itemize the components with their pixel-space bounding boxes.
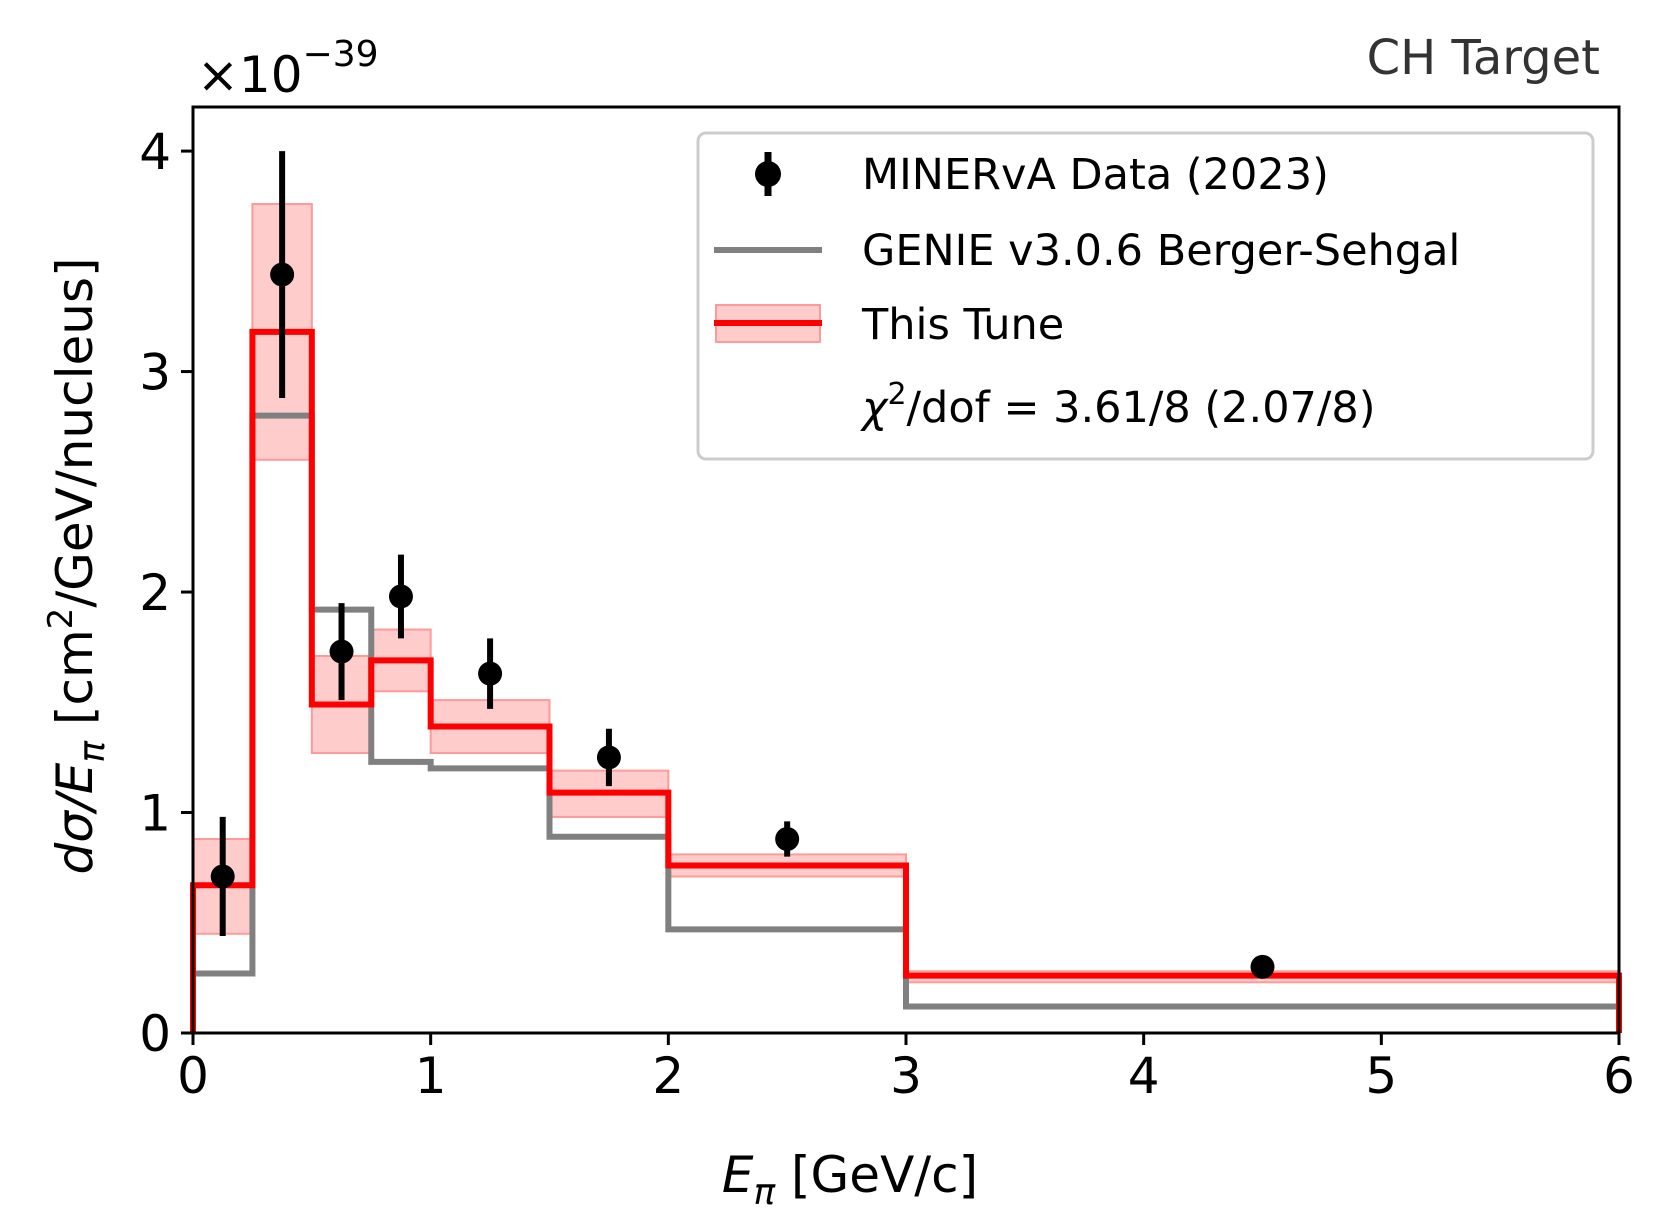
tune-step-line (190, 328, 1622, 1033)
legend-label-tune: This Tune (861, 300, 1064, 350)
y-tick-label-1: 1 (139, 785, 171, 843)
y-tick-label-0: 0 (139, 1005, 171, 1063)
legend-chi2-text: χ2/dof = 3.61/8 (2.07/8) (860, 377, 1376, 433)
y-label-unit-a: [cm (46, 629, 104, 741)
data-point-4 (478, 661, 503, 686)
x-tick-label-1: 1 (415, 1047, 447, 1105)
data-point-2 (329, 639, 354, 664)
x-tick-label-4: 4 (1128, 1047, 1160, 1105)
legend: MINERvA Data (2023) GENIE v3.0.6 Berger-… (696, 131, 1595, 461)
legend-data-marker (755, 161, 781, 187)
y-axis-multiplier: ×10−39 (197, 34, 379, 104)
x-tick-label-0: 0 (177, 1047, 209, 1105)
y-multiplier-exponent: −39 (303, 34, 379, 75)
x-label-symbol: E (722, 1146, 754, 1204)
x-tick-label-5: 5 (1365, 1047, 1397, 1105)
legend-label-genie: GENIE v3.0.6 Berger-Sehgal (862, 226, 1460, 276)
data-point-3 (388, 584, 413, 609)
chi2-superscript: 2 (887, 377, 906, 412)
y-axis-label: dσ/Eπ [cm2/GeV/nucleus] (41, 258, 113, 875)
data-point-1 (270, 262, 295, 287)
corner-label: CH Target (1367, 30, 1600, 86)
chi2-value: /dof = 3.61/8 (2.07/8) (907, 383, 1376, 433)
data-point-0 (210, 864, 235, 889)
axes: 0 1 2 3 4 5 6 0 1 2 3 4 (139, 105, 1635, 1105)
data-point-6 (775, 826, 800, 851)
y-tick-label-3: 3 (139, 344, 171, 402)
x-label-unit: [GeV/c] (775, 1146, 978, 1204)
x-axis-label: Eπ [GeV/c] (722, 1146, 978, 1213)
legend-label-data: MINERvA Data (2023) (862, 150, 1329, 200)
y-tick-label-2: 2 (139, 564, 171, 622)
x-tick-label-2: 2 (652, 1047, 684, 1105)
data-point-5 (596, 745, 621, 770)
y-tick-label-4: 4 (139, 123, 171, 181)
chi2-symbol: χ (860, 383, 889, 433)
x-tick-label-3: 3 (890, 1047, 922, 1105)
y-label-subscript: π (72, 740, 113, 763)
y-label-unit-superscript: 2 (41, 608, 81, 630)
y-multiplier-base: ×10 (197, 46, 303, 104)
data-point-7 (1250, 954, 1275, 979)
legend-frame (696, 131, 1595, 461)
x-label-subscript: π (753, 1172, 776, 1213)
y-label-unit-b: /GeV/nucleus] (46, 258, 104, 608)
x-tick-label-6: 6 (1603, 1047, 1635, 1105)
y-label-symbol: dσ/E (46, 762, 104, 874)
